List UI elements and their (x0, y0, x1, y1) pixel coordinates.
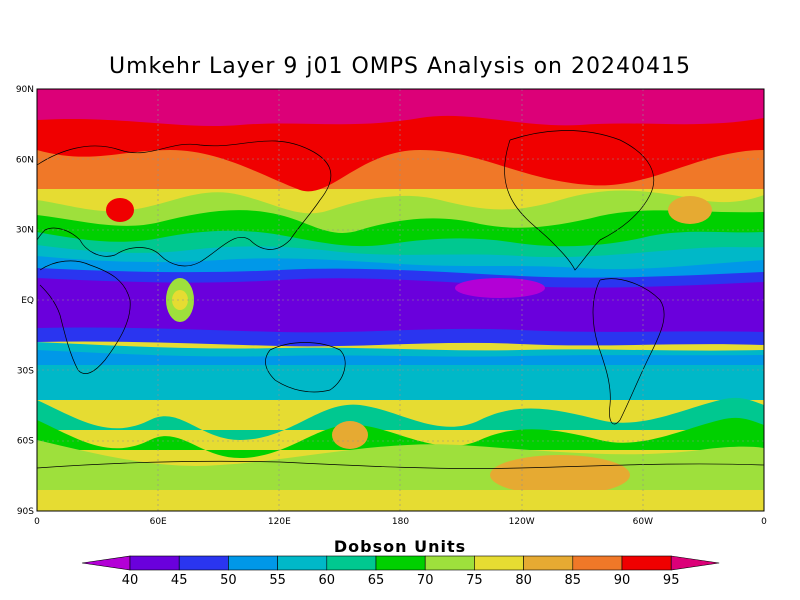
equatorial-high-inner (172, 290, 188, 310)
colorbar-segment (572, 555, 623, 571)
lat-tick-label: 90S (17, 507, 34, 517)
band-95 (37, 89, 764, 127)
colorbar-label: 95 (663, 573, 680, 588)
lat-axis: 90N 60N 30N EQ 30S 60S 90S (16, 85, 34, 517)
colorbar-label: 80 (515, 573, 532, 588)
colorbar-segment (228, 555, 278, 571)
colorbar-segment (326, 555, 377, 571)
coastlines (37, 130, 764, 469)
south-high-2 (332, 421, 368, 449)
band-65-s (37, 397, 764, 440)
colorbar-segment (621, 555, 672, 571)
lon-tick-label: 60W (633, 517, 653, 527)
lat-tick-label: 30S (17, 366, 34, 376)
band-70-s (37, 417, 764, 458)
lon-tick-label: 60E (150, 517, 167, 527)
lat-tick-label: 60N (16, 155, 34, 165)
colorbar-label: 40 (122, 573, 139, 588)
colorbar-segment (523, 555, 574, 571)
colorbar-segment (129, 555, 180, 571)
colorbar-label: 60 (319, 573, 336, 588)
colorbar-title: Dobson Units (333, 537, 467, 556)
lon-tick-label: 180 (392, 517, 409, 527)
colorbar: 40 45 50 55 60 65 70 75 80 85 90 95 (81, 555, 720, 588)
colorbar-segment (375, 555, 426, 571)
colorbar-segment (178, 555, 229, 571)
lon-axis: 0 60E 120E 180 120W 60W 0 (34, 517, 767, 527)
colorbar-arrow-high (670, 555, 720, 571)
colorbar-label: 70 (417, 573, 434, 588)
band-55-s (37, 350, 764, 365)
colorbar-segment (474, 555, 524, 571)
south-high (490, 455, 630, 495)
colorbar-label: 90 (614, 573, 631, 588)
map-title: Umkehr Layer 9 j01 OMPS Analysis on 2024… (109, 54, 691, 79)
atlantic-high (668, 196, 712, 224)
colorbar-label: 50 (220, 573, 237, 588)
lon-tick-label: 120W (509, 517, 535, 527)
colorbar-segment (277, 555, 328, 571)
band-45 (37, 278, 764, 333)
colorbar-label: 85 (565, 573, 582, 588)
lon-tick-label: 120E (268, 517, 291, 527)
band-80-s (37, 490, 764, 511)
colorbar-label: 55 (269, 573, 286, 588)
map-frame (36, 88, 765, 512)
caspian-high (106, 198, 134, 222)
gridlines (37, 89, 764, 511)
ozone-field (37, 89, 764, 511)
lon-tick-label: 0 (761, 517, 767, 527)
band-40 (455, 278, 545, 298)
lat-tick-label: 60S (17, 437, 34, 447)
colorbar-label: 65 (368, 573, 385, 588)
lat-tick-label: EQ (21, 296, 34, 306)
lat-tick-label: 30N (16, 226, 34, 236)
band-60-s (37, 342, 764, 400)
colorbar-arrow-low (81, 555, 131, 571)
lon-tick-label: 0 (34, 517, 40, 527)
colorbar-label: 45 (171, 573, 188, 588)
lat-tick-label: 90N (16, 85, 34, 95)
colorbar-segment (424, 555, 475, 571)
colorbar-label: 75 (466, 573, 483, 588)
